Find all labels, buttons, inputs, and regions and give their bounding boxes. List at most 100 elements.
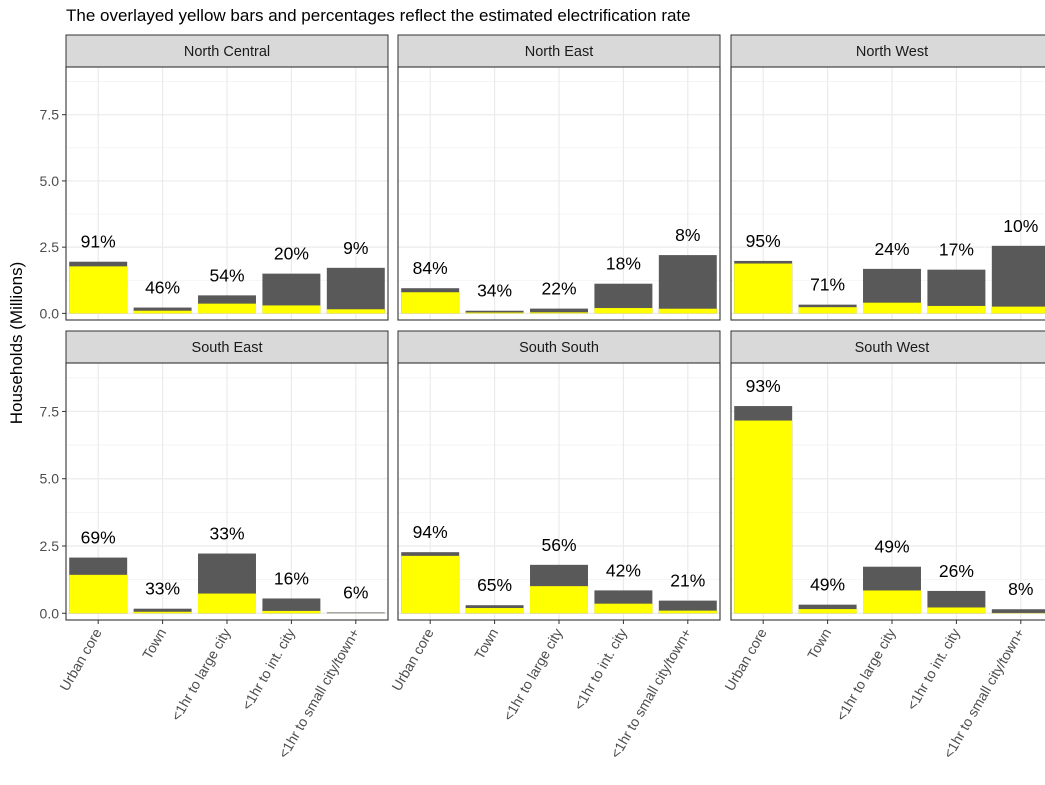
- bar-electrified: [927, 607, 986, 614]
- x-tick-label: <1hr to large city: [500, 626, 566, 724]
- bar-total: [133, 307, 192, 314]
- bar-total: [133, 608, 192, 614]
- facet-panel: North Central 91% 46% 54% 20% 9% 0.0 2.5 5.0 7.5: [40, 34, 389, 321]
- panel-border: [730, 66, 1045, 321]
- facet-panel: South South 94% 65% 56% 42% 21% Urban core Town…: [388, 330, 721, 761]
- bar-pct-label: 33%: [145, 579, 180, 599]
- bar-electrified: [658, 308, 717, 314]
- facet-strip: [65, 34, 389, 68]
- bar-pct-label: 49%: [810, 575, 845, 595]
- bar-electrified: [465, 312, 524, 314]
- y-tick-label: 5.0: [40, 173, 60, 189]
- bar-pct-label: 93%: [746, 376, 781, 396]
- bar-pct-label: 34%: [477, 281, 512, 301]
- x-tick-label: Town: [471, 626, 501, 662]
- facet-panel: South East 69% 33% 33% 16% 6% 0.0 2.5 5.0 7.5 Urba…: [40, 330, 389, 761]
- y-tick-label: 2.5: [40, 538, 60, 554]
- bar-pct-label: 6%: [343, 582, 368, 602]
- y-tick-label: 7.5: [40, 107, 60, 123]
- facet-panel: North East 84% 34% 22% 18% 8%: [397, 34, 721, 321]
- x-tick-label: Town: [804, 626, 834, 662]
- x-tick-label: Urban core: [388, 625, 437, 693]
- x-tick-label: <1hr to large city: [833, 626, 899, 724]
- bar-total: [326, 612, 385, 614]
- bar-total: [658, 255, 717, 314]
- bar-pct-label: 8%: [675, 225, 700, 245]
- bar-pct-label: 65%: [477, 575, 512, 595]
- bar-pct-label: 22%: [541, 279, 576, 299]
- facet-strip-label: North East: [525, 44, 594, 60]
- facet-strip-label: South East: [192, 340, 263, 356]
- bar-pct-label: 71%: [810, 275, 845, 295]
- facet-strip-label: South South: [519, 340, 599, 356]
- bar-electrified: [133, 310, 192, 314]
- bar-pct-label: 94%: [413, 522, 448, 542]
- bar-electrified: [863, 302, 921, 314]
- facet-strip: [397, 330, 721, 364]
- bar-total: [991, 609, 1045, 614]
- y-tick-label: 7.5: [40, 403, 60, 419]
- bar-total: [465, 310, 524, 314]
- bar-pct-label: 56%: [541, 535, 576, 555]
- facet-strip-label: North Central: [184, 44, 270, 60]
- x-tick-label: <1hr to int. city: [903, 626, 963, 713]
- bar-electrified: [465, 608, 524, 614]
- bar-electrified: [262, 610, 321, 614]
- bar-electrified: [863, 590, 921, 614]
- x-tick-label: <1hr to int. city: [570, 626, 630, 713]
- y-tick-label: 0.0: [40, 305, 60, 321]
- bar-electrified: [798, 609, 857, 614]
- bar-total: [530, 308, 588, 314]
- bar-pct-label: 46%: [145, 278, 180, 298]
- bar-electrified: [326, 309, 385, 314]
- bar-electrified: [262, 305, 321, 314]
- bar-electrified: [69, 574, 128, 614]
- bar-electrified: [69, 266, 128, 314]
- panel-border: [397, 66, 721, 321]
- bar-pct-label: 69%: [81, 528, 116, 548]
- bar-pct-label: 33%: [209, 524, 244, 544]
- bar-pct-label: 91%: [81, 232, 116, 252]
- bar-electrified: [198, 303, 256, 314]
- bar-electrified: [530, 586, 588, 614]
- y-tick-label: 5.0: [40, 471, 60, 487]
- bar-electrified: [927, 305, 986, 314]
- bar-electrified: [734, 263, 793, 314]
- bar-electrified: [133, 611, 192, 614]
- y-tick-label: 0.0: [40, 605, 60, 621]
- bar-electrified: [594, 308, 653, 314]
- bar-total: [326, 267, 385, 314]
- bar-total: [262, 598, 321, 614]
- facet-strip-label: North West: [856, 44, 928, 60]
- x-tick-label: <1hr to int. city: [238, 626, 298, 713]
- x-tick-label: Town: [139, 626, 169, 662]
- bar-pct-label: 18%: [606, 254, 641, 274]
- bar-pct-label: 8%: [1008, 579, 1033, 599]
- bar-pct-label: 21%: [670, 571, 705, 591]
- bar-pct-label: 95%: [746, 231, 781, 251]
- bar-pct-label: 10%: [1003, 216, 1038, 236]
- bar-pct-label: 49%: [874, 537, 909, 557]
- bar-electrified: [401, 292, 460, 314]
- facet-strip: [730, 34, 1045, 68]
- bar-total: [658, 600, 717, 614]
- x-tick-label: Urban core: [56, 625, 105, 693]
- bar-pct-label: 17%: [939, 240, 974, 260]
- y-tick-label: 2.5: [40, 239, 60, 255]
- bar-pct-label: 42%: [606, 560, 641, 580]
- bar-electrified: [198, 593, 256, 614]
- x-tick-label: <1hr to large city: [168, 626, 234, 724]
- chart-title: The overlayed yellow bars and percentage…: [66, 6, 691, 25]
- bar-electrified: [401, 555, 460, 614]
- bar-pct-label: 9%: [343, 238, 368, 258]
- x-tick-label: Urban core: [721, 625, 770, 693]
- bar-electrified: [594, 603, 653, 614]
- bar-electrified: [658, 610, 717, 614]
- facet-panel: North West 95% 71% 24% 17% 10%: [730, 34, 1045, 321]
- bar-pct-label: 54%: [209, 265, 244, 285]
- bar-pct-label: 84%: [413, 258, 448, 278]
- panel-border: [65, 66, 389, 321]
- y-axis-label: Households (Millions): [7, 262, 26, 425]
